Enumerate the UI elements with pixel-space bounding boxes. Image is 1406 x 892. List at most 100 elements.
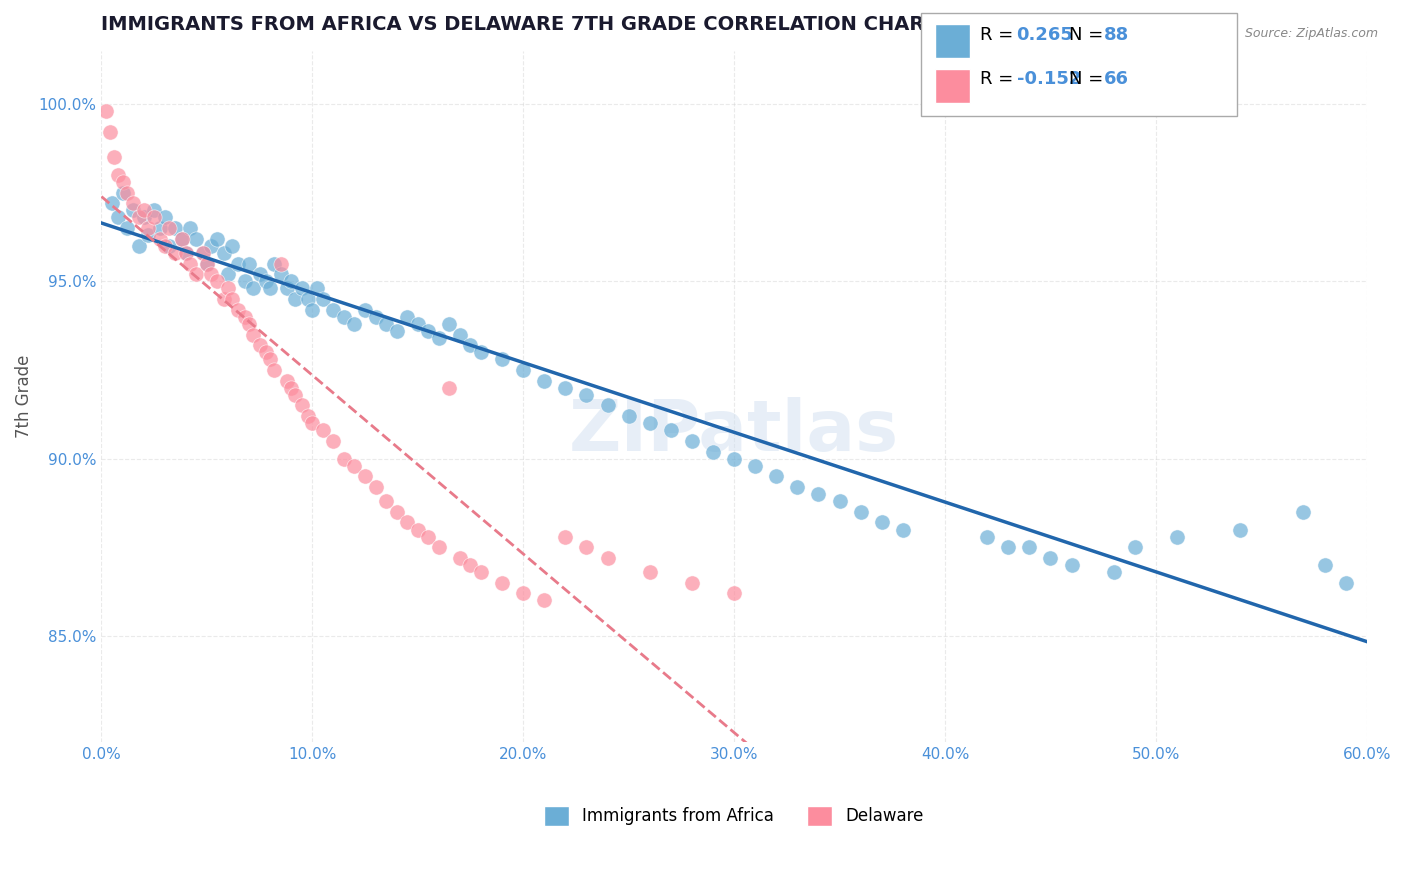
Point [301, 302, 323, 317]
Point [195, 257, 218, 271]
Point [297, 292, 319, 306]
Point [312, 423, 335, 437]
Point [343, 317, 366, 331]
Point [212, 292, 235, 306]
Point [242, 281, 264, 295]
Text: IMMIGRANTS FROM AFRICA VS DELAWARE 7TH GRADE CORRELATION CHART: IMMIGRANTS FROM AFRICA VS DELAWARE 7TH G… [101, 15, 938, 34]
Point [186, 267, 208, 281]
Point [849, 505, 872, 519]
Point [744, 458, 766, 473]
Text: 0.265: 0.265 [1017, 26, 1073, 44]
Point [191, 246, 214, 260]
Point [228, 302, 250, 317]
Text: -0.152: -0.152 [1017, 70, 1081, 88]
Point [263, 257, 285, 271]
Point [259, 352, 281, 367]
Text: 88: 88 [1104, 26, 1129, 44]
Point [702, 444, 724, 458]
Point [765, 469, 787, 483]
Point [103, 150, 125, 164]
Point [249, 267, 271, 281]
Point [364, 310, 387, 324]
Point [111, 175, 134, 189]
Point [976, 530, 998, 544]
Point [1060, 558, 1083, 572]
Point [98, 125, 121, 139]
Point [238, 317, 260, 331]
Text: N =: N = [1069, 26, 1108, 44]
Point [512, 586, 534, 600]
Point [554, 530, 576, 544]
Point [638, 416, 661, 430]
Point [128, 239, 150, 253]
Point [174, 246, 197, 260]
Point [170, 232, 193, 246]
Point [449, 327, 471, 342]
Text: R =: R = [980, 26, 1019, 44]
Point [305, 281, 328, 295]
Point [997, 541, 1019, 555]
Point [617, 409, 640, 423]
Point [322, 434, 344, 448]
Text: ZIPatlas: ZIPatlas [569, 397, 900, 466]
Point [596, 550, 619, 565]
Point [439, 381, 461, 395]
Point [143, 211, 166, 225]
Point [1018, 541, 1040, 555]
Legend: Immigrants from Africa, Delaware: Immigrants from Africa, Delaware [537, 799, 931, 833]
Point [491, 575, 513, 590]
Point [1334, 575, 1357, 590]
Point [136, 228, 159, 243]
Point [107, 168, 129, 182]
Point [207, 232, 229, 246]
Point [512, 363, 534, 377]
Point [1123, 541, 1146, 555]
Point [122, 196, 145, 211]
Point [406, 317, 429, 331]
Point [870, 516, 893, 530]
Point [1166, 530, 1188, 544]
Text: R =: R = [980, 70, 1019, 88]
Point [396, 516, 419, 530]
Point [575, 541, 598, 555]
Point [122, 203, 145, 218]
Point [312, 292, 335, 306]
Point [1039, 550, 1062, 565]
Point [259, 281, 281, 295]
Y-axis label: 7th Grade: 7th Grade [15, 355, 32, 438]
Point [807, 487, 830, 501]
Point [1102, 565, 1125, 579]
Point [322, 302, 344, 317]
Point [638, 565, 661, 579]
Point [107, 211, 129, 225]
Point [115, 186, 138, 200]
Point [786, 480, 808, 494]
Point [375, 494, 398, 508]
Point [207, 274, 229, 288]
Text: N =: N = [1069, 70, 1108, 88]
Point [254, 345, 277, 359]
Point [149, 232, 172, 246]
Point [723, 586, 745, 600]
Point [143, 203, 166, 218]
Point [254, 274, 277, 288]
Point [149, 221, 172, 235]
Point [385, 505, 408, 519]
Point [418, 324, 440, 338]
Point [375, 317, 398, 331]
Point [460, 558, 482, 572]
Point [170, 232, 193, 246]
Point [228, 257, 250, 271]
Point [470, 345, 492, 359]
Point [136, 221, 159, 235]
Point [439, 317, 461, 331]
Point [418, 530, 440, 544]
Point [263, 363, 285, 377]
Point [385, 324, 408, 338]
Text: Source: ZipAtlas.com: Source: ZipAtlas.com [1244, 27, 1378, 40]
Point [270, 257, 292, 271]
Point [343, 458, 366, 473]
Point [115, 221, 138, 235]
Point [891, 523, 914, 537]
Point [396, 310, 419, 324]
